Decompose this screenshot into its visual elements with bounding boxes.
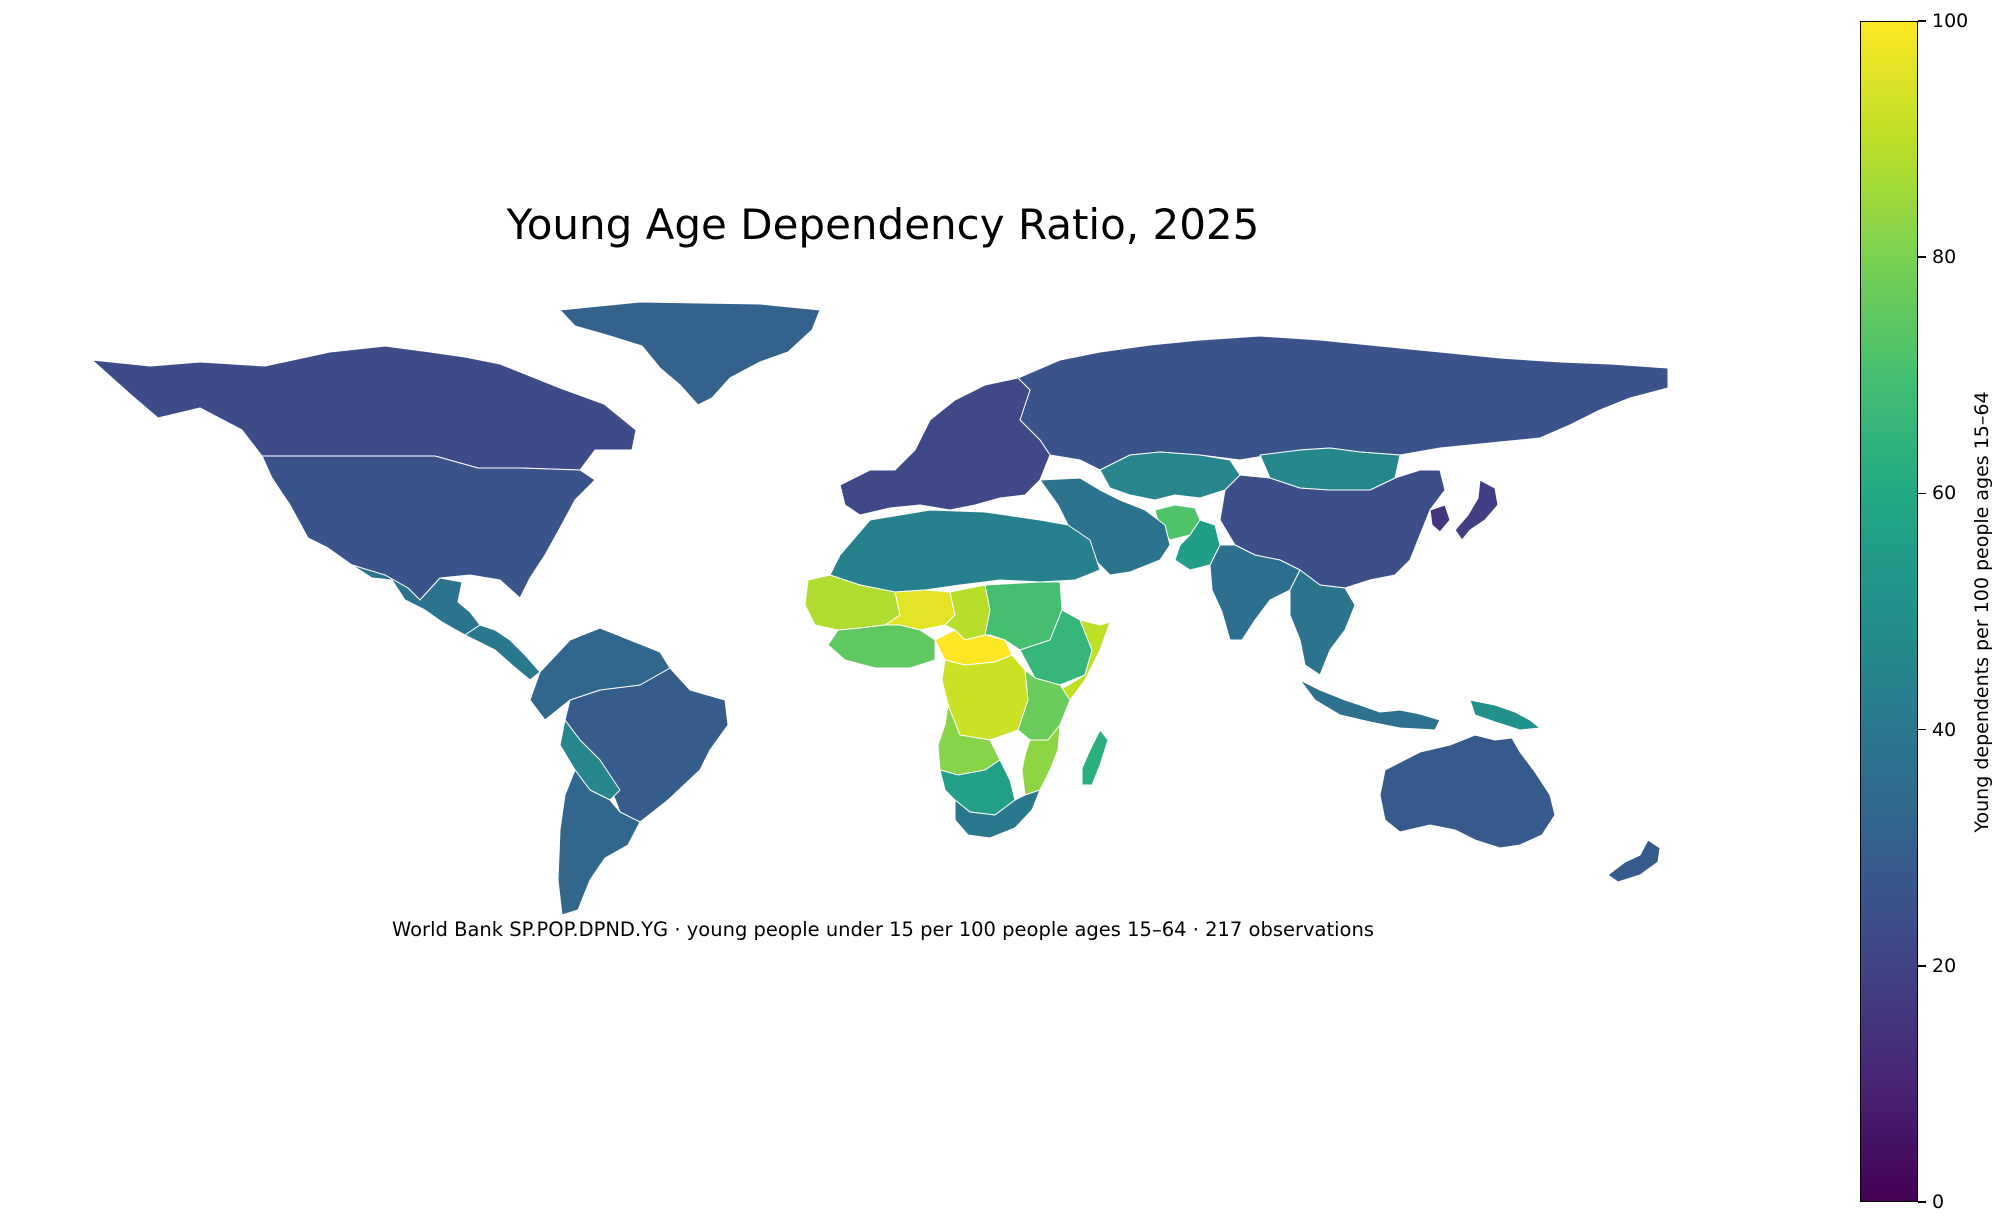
region-united-states	[261, 455, 596, 601]
colorbar-tick	[1918, 728, 1926, 731]
region-south-africa	[954, 789, 1041, 839]
colorbar-tick	[1918, 256, 1926, 258]
map-caption: World Bank SP.POP.DPND.YG · young people…	[391, 918, 1375, 941]
region-madagascar	[1081, 729, 1109, 786]
region-papua-new-guinea	[1469, 699, 1541, 731]
colorbar-tick	[1918, 20, 1926, 22]
region-nigeria	[827, 624, 936, 669]
region-europe	[839, 377, 1051, 516]
region-new-zealand	[1607, 839, 1661, 883]
region-mozambique	[1021, 724, 1061, 796]
colorbar-tick-label: 40	[1932, 718, 1957, 741]
colorbar-tick	[1918, 492, 1926, 495]
colorbar-tick-label: 20	[1932, 954, 1957, 977]
colorbar-tick-label: 0	[1932, 1191, 1945, 1213]
region-kazakhstan	[1099, 451, 1241, 501]
region-southeast-asia	[1289, 569, 1356, 676]
region-north-africa	[829, 509, 1101, 593]
region-northern-south-america	[529, 627, 671, 721]
colorbar-tick-label: 80	[1932, 246, 1957, 269]
region-mexico	[351, 564, 481, 636]
colorbar-tick	[1918, 1201, 1926, 1203]
region-japan	[1454, 479, 1499, 541]
colorbar-tick-label: 60	[1932, 482, 1957, 505]
region-india	[1209, 544, 1301, 641]
region-central-america	[464, 624, 541, 681]
world-map	[91, 301, 1669, 916]
colorbar-label: Young dependents per 100 people ages 15–…	[1971, 391, 1993, 833]
region-indonesia	[1299, 679, 1441, 731]
colorbar	[1860, 21, 1918, 1202]
colorbar-tick	[1918, 965, 1926, 967]
region-korea	[1429, 504, 1451, 533]
region-canada	[91, 345, 637, 471]
region-layer	[91, 301, 1669, 916]
region-australia	[1379, 734, 1556, 849]
map-title: Young Age Dependency Ratio, 2025	[506, 200, 1260, 249]
region-mongolia	[1259, 447, 1401, 491]
colorbar-tick-label: 100	[1932, 10, 1969, 32]
region-argentina	[557, 769, 641, 916]
region-pakistan	[1174, 519, 1221, 571]
region-somalia	[1059, 619, 1111, 701]
region-greenland	[559, 301, 821, 406]
